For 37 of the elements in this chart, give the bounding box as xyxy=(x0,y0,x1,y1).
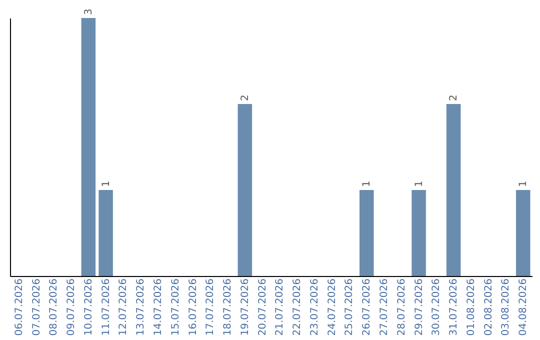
x-tick-label: 10.07.2026 xyxy=(83,278,94,336)
x-tick-label: 28.07.2026 xyxy=(396,278,408,336)
x-tick-label: 23.07.2026 xyxy=(309,278,320,336)
data-label: 2 xyxy=(448,94,460,101)
x-tick-label: 11.07.2026 xyxy=(100,278,112,336)
x-tick-label: 20.07.2026 xyxy=(257,278,268,336)
data-label: 1 xyxy=(414,180,425,187)
x-tick-label: 01.08.2026 xyxy=(466,278,477,336)
x-tick-label: 22.07.2026 xyxy=(292,278,304,336)
x-tick-label: 08.07.2026 xyxy=(48,278,60,336)
x-tick-label: 13.07.2026 xyxy=(136,278,147,336)
x-tick-label: 19.07.2026 xyxy=(240,278,251,336)
x-tick-label: 26.07.2026 xyxy=(362,278,373,336)
x-tick-label: 09.07.2026 xyxy=(66,278,78,336)
x-tick-label: 30.07.2026 xyxy=(431,278,442,336)
x-tick-label: 27.07.2026 xyxy=(379,278,390,336)
x-tick-label: 04.08.2026 xyxy=(518,278,530,336)
x-tick-label: 24.07.2026 xyxy=(326,278,338,336)
data-label: 1 xyxy=(100,180,112,187)
x-tick-label: 25.07.2026 xyxy=(344,278,356,336)
x-tick-label: 17.07.2026 xyxy=(205,278,216,336)
x-tick-label: 12.07.2026 xyxy=(118,278,130,336)
data-label: 3 xyxy=(83,8,94,15)
x-tick-label: 21.07.2026 xyxy=(274,278,286,336)
x-tick-label: 15.07.2026 xyxy=(170,278,182,336)
x-tick-label: 16.07.2026 xyxy=(188,278,199,336)
x-tick-label: 06.07.2026 xyxy=(14,278,25,336)
x-tick-label: 02.08.2026 xyxy=(483,278,494,336)
x-tick-label: 07.07.2026 xyxy=(31,278,42,336)
data-label: 1 xyxy=(518,180,530,187)
x-tick-label: 29.07.2026 xyxy=(414,278,425,336)
data-label: 2 xyxy=(240,94,251,101)
x-tick-label: 03.08.2026 xyxy=(500,278,512,336)
x-tick-label: 31.07.2026 xyxy=(448,278,460,336)
x-tick-label: 18.07.2026 xyxy=(222,278,234,336)
x-tick-label: 14.07.2026 xyxy=(152,278,164,336)
data-label: 1 xyxy=(362,180,373,187)
